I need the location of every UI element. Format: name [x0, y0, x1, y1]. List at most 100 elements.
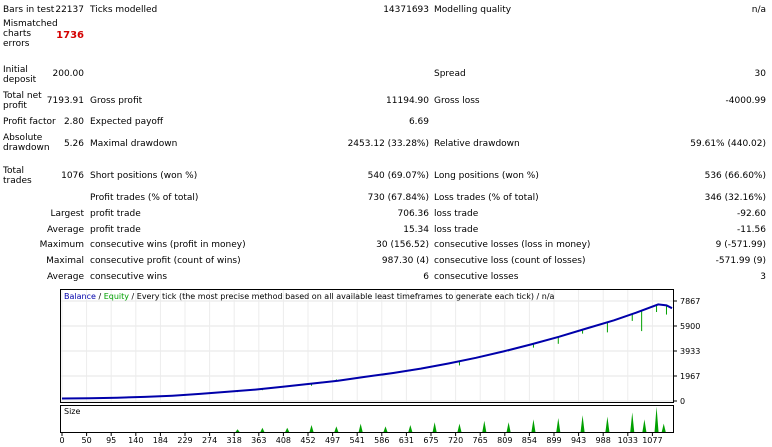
x-tick-label: 318	[227, 436, 242, 445]
x-tick-label: 1033	[618, 436, 638, 445]
initial-deposit-label: Initial deposit	[3, 65, 37, 85]
maximal-label: Maximal	[46, 256, 84, 266]
x-tick-label: 140	[128, 436, 143, 445]
size-bar	[309, 425, 314, 432]
size-bar	[383, 426, 388, 432]
size-bar	[642, 419, 647, 432]
maximal-drawdown-value: 2453.12 (33.28%)	[347, 139, 429, 149]
main-plot-frame	[60, 289, 674, 403]
x-tick-label: 408	[276, 436, 291, 445]
average-label: Average	[47, 225, 84, 235]
profit-factor-value: 2.80	[63, 117, 84, 127]
legend-equity: Equity	[104, 292, 130, 301]
bars-in-test-value: 22137	[55, 5, 84, 15]
x-tick-label: 452	[300, 436, 315, 445]
largest-profit-value: 706.36	[397, 209, 430, 219]
largest-profit-label: profit trade	[90, 209, 141, 219]
x-tick-label: 0	[60, 436, 65, 445]
x-tick-label: 50	[82, 436, 92, 445]
size-bar	[235, 429, 240, 432]
gross-loss-label: Gross loss	[434, 96, 480, 106]
x-tick-label: 720	[448, 436, 463, 445]
size-bar	[457, 423, 462, 432]
x-tick-label: 988	[596, 436, 611, 445]
x-tick-label: 943	[571, 436, 586, 445]
total-trades-value: 1076	[61, 171, 84, 181]
avg-cons-losses-value: 3	[760, 272, 766, 282]
gross-profit-label: Gross profit	[90, 96, 143, 106]
size-bar	[531, 419, 536, 432]
average-cons-label: Average	[47, 272, 84, 282]
total-net-profit-value: 7193.91	[46, 96, 84, 106]
mismatched-value: 1736	[56, 30, 84, 41]
long-positions-label: Long positions (won %)	[434, 171, 539, 181]
initial-deposit-value: 200.00	[52, 69, 85, 79]
x-tick-label: 675	[423, 436, 438, 445]
size-bar	[334, 426, 339, 432]
modelling-quality-value: n/a	[751, 5, 766, 15]
maximal-cons-profit-label: consecutive profit (count of wins)	[90, 256, 241, 266]
size-bar	[408, 425, 413, 432]
mismatched-label: Mismatched charts errors	[3, 19, 58, 49]
chart-legend: Balance / Equity / Every tick (the most …	[64, 292, 555, 301]
x-tick-label: 899	[546, 436, 561, 445]
loss-trades-label: Loss trades (% of total)	[434, 193, 539, 203]
profit-trades-value: 730 (67.84%)	[367, 193, 429, 203]
size-bar	[661, 423, 666, 432]
legend-balance: Balance	[64, 292, 96, 301]
bars-in-test-label: Bars in test	[3, 5, 55, 15]
spread-label: Spread	[434, 69, 466, 79]
size-label: Size	[64, 407, 81, 416]
size-bar	[605, 416, 610, 432]
legend-description: / Every tick (the most precise method ba…	[129, 292, 555, 301]
expected-payoff-value: 6.69	[408, 117, 429, 127]
maximum-label: Maximum	[39, 240, 84, 250]
size-bar	[630, 412, 635, 432]
average-profit-value: 15.34	[403, 225, 429, 235]
x-tick-label: 497	[325, 436, 340, 445]
largest-label: Largest	[50, 209, 84, 219]
gross-loss-value: -4000.99	[725, 96, 766, 106]
maximal-cons-loss-value: -571.99 (9)	[715, 256, 766, 266]
average-profit-label: profit trade	[90, 225, 141, 235]
size-bar	[285, 427, 290, 432]
relative-drawdown-label: Relative drawdown	[434, 139, 520, 149]
modelling-quality-label: Modelling quality	[434, 5, 512, 15]
absolute-drawdown-value: 5.26	[63, 139, 84, 149]
size-bar	[482, 420, 487, 432]
x-tick-label: 363	[251, 436, 266, 445]
avg-cons-wins-value: 6	[423, 272, 429, 282]
x-tick-label: 631	[399, 436, 414, 445]
x-tick-label: 809	[497, 436, 512, 445]
max-cons-wins-label: consecutive wins (profit in money)	[90, 240, 246, 250]
gross-profit-value: 11194.90	[386, 96, 429, 106]
x-tick-label: 1077	[642, 436, 662, 445]
y-tick-label: 5900	[680, 322, 700, 331]
total-trades-label: Total trades	[3, 166, 32, 186]
x-tick-label: 95	[106, 436, 116, 445]
x-tick-label: 229	[177, 436, 192, 445]
x-tick-label: 586	[374, 436, 389, 445]
x-tick-label: 765	[473, 436, 488, 445]
avg-cons-wins-label: consecutive wins	[90, 272, 168, 282]
largest-loss-label: loss trade	[434, 209, 479, 219]
size-bar	[432, 422, 437, 432]
average-loss-label: loss trade	[434, 225, 479, 235]
size-bars	[235, 406, 666, 432]
average-loss-value: -11.56	[736, 225, 766, 235]
loss-trades-value: 346 (32.16%)	[704, 193, 766, 203]
x-axis-ticks: 0 50 95 140 184 229 274 318 363 408 452 497 541 586 63…	[60, 433, 663, 445]
ticks-modelled-label: Ticks modelled	[90, 5, 158, 15]
maximal-cons-loss-label: consecutive loss (count of losses)	[434, 256, 586, 266]
short-positions-label: Short positions (won %)	[90, 171, 198, 181]
expected-payoff-label: Expected payoff	[90, 117, 164, 127]
size-plot-frame	[60, 405, 674, 433]
max-cons-losses-value: 9 (-571.99)	[715, 240, 766, 250]
x-tick-label: 854	[522, 436, 537, 445]
size-bar	[506, 422, 511, 432]
y-tick-label: 1967	[680, 372, 700, 381]
size-bar	[580, 415, 585, 432]
balance-equity-chart: 7867 5900 3933 1967 0 0 50 95 140 184 229 274 318 36…	[60, 289, 700, 445]
y-tick-label: 7867	[680, 297, 700, 306]
max-cons-losses-label: consecutive losses (loss in money)	[434, 240, 591, 250]
